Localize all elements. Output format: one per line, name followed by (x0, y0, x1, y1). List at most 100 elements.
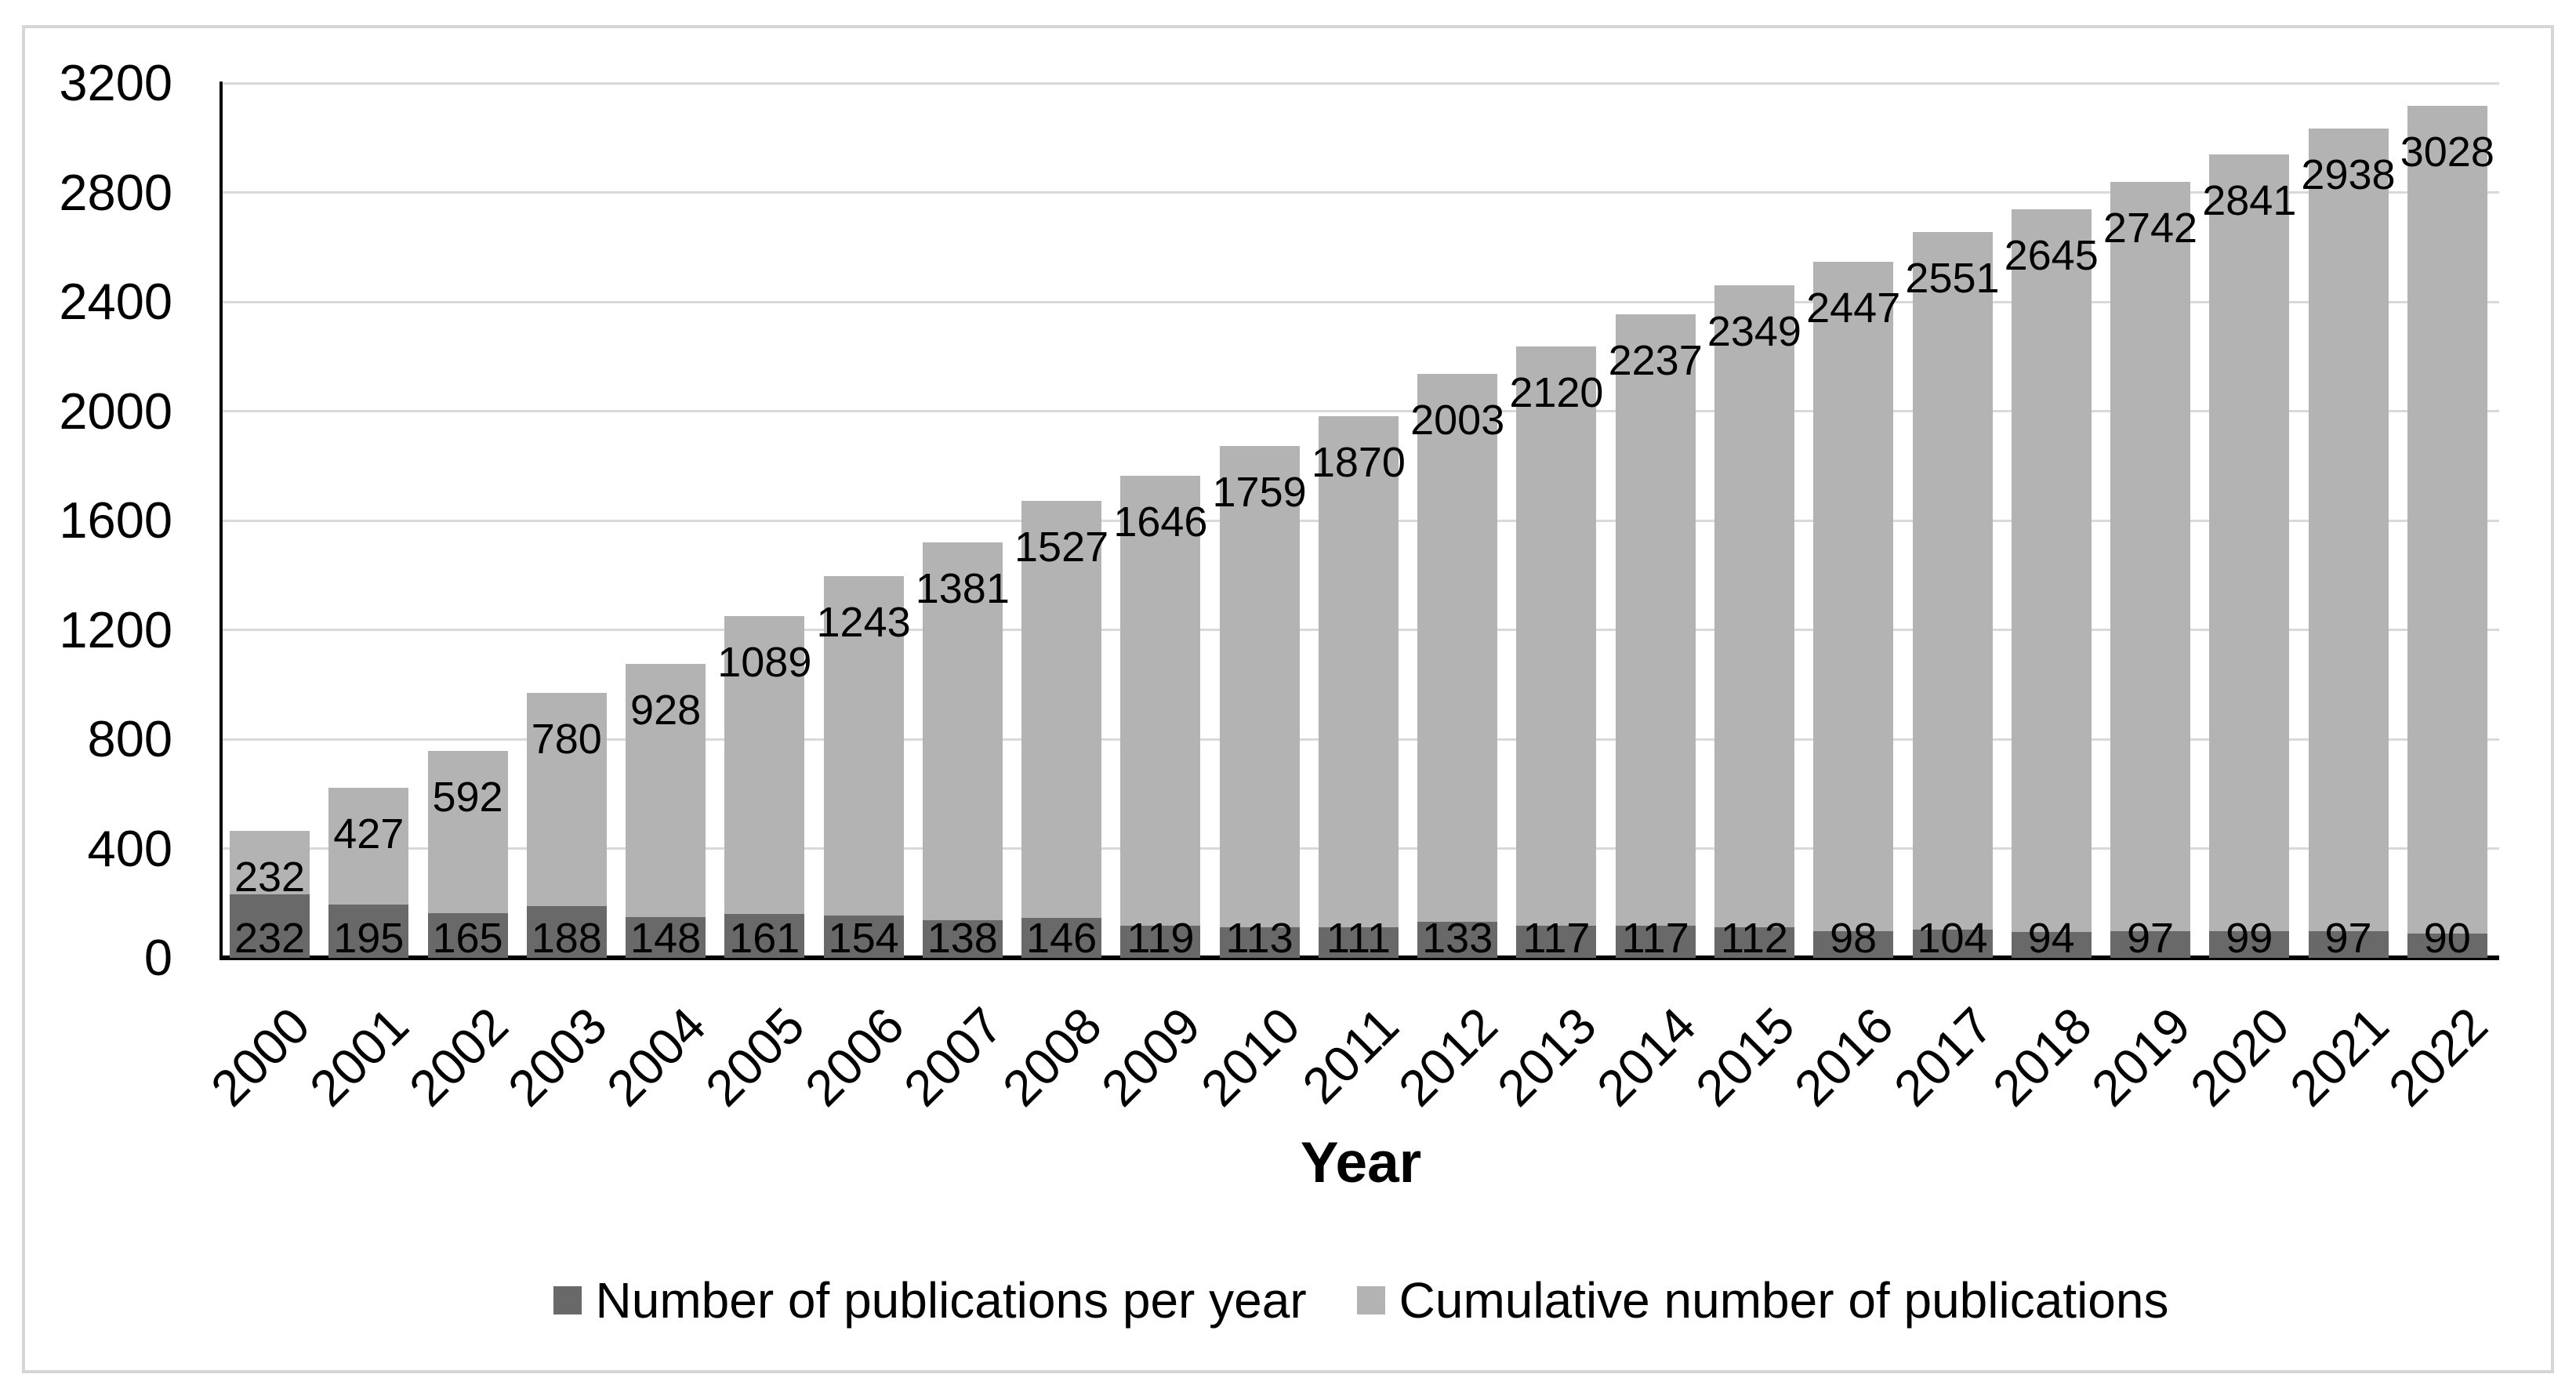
per-year-value-label: 90 (2423, 915, 2471, 962)
per-year-bar-segment (1021, 918, 1102, 958)
per-year-bar-segment (1615, 926, 1696, 958)
per-year-bar-segment (2011, 932, 2092, 958)
per-year-value-label: 117 (1522, 915, 1591, 962)
cumulative-bar-segment (2011, 208, 2092, 933)
per-year-bar-segment (1813, 930, 1894, 958)
cumulative-bar-segment (823, 575, 904, 916)
cumulative-value-label: 2349 (1707, 307, 1801, 355)
per-year-value-label: 133 (1422, 915, 1493, 962)
cumulative-value-label: 2237 (1608, 337, 1703, 384)
cumulative-value-label: 1381 (915, 565, 1010, 613)
cumulative-value-label: 3028 (2400, 128, 2494, 176)
cumulative-bar-segment (1417, 374, 1498, 922)
per-year-bar-segment (724, 913, 805, 958)
cumulative-bar-segment (1219, 446, 1300, 927)
per-year-bar-segment (328, 905, 409, 958)
per-year-value-label: 97 (2324, 915, 2372, 962)
per-year-value-label: 104 (1917, 915, 1988, 962)
cumulative-bar-segment (724, 616, 805, 914)
cumulative-value-label: 2841 (2202, 176, 2297, 224)
x-axis-title: Year (1300, 1131, 1422, 1195)
cumulative-value-label: 2003 (1410, 397, 1505, 444)
cumulative-value-label: 780 (531, 716, 602, 763)
per-year-value-label: 188 (531, 915, 602, 962)
per-year-bar-segment (922, 919, 1003, 958)
cumulative-bar-segment (2308, 128, 2389, 932)
per-year-value-label: 148 (630, 915, 702, 962)
per-year-value-label: 113 (1225, 915, 1293, 962)
legend: Number of publications per year Cumulativ… (223, 1271, 2499, 1329)
per-year-value-label: 94 (2027, 915, 2075, 962)
per-year-value-label: 112 (1720, 915, 1788, 962)
per-year-value-label: 98 (1830, 915, 1878, 962)
per-year-bar-segment (1714, 926, 1794, 958)
cumulative-bar-segment (1516, 346, 1597, 926)
per-year-value-label: 117 (1621, 915, 1689, 962)
per-year-value-label: 146 (1026, 915, 1098, 962)
cumulative-bar-segment (1615, 314, 1696, 926)
per-year-value-label: 161 (729, 915, 800, 962)
cumulative-bar-segment (1021, 500, 1102, 919)
cumulative-value-label: 2645 (2004, 231, 2099, 279)
per-year-bar-segment (230, 894, 310, 958)
cumulative-bar-segment (1912, 232, 1993, 930)
cumulative-bar-segment (2110, 181, 2190, 932)
per-year-value-label: 154 (828, 915, 899, 962)
per-year-value-label: 97 (2126, 915, 2175, 962)
per-year-value-label: 195 (333, 915, 405, 962)
per-year-bar-segment (823, 916, 904, 958)
cumulative-bar-segment (328, 788, 409, 905)
legend-item: Cumulative number of publications (1356, 1271, 2169, 1329)
per-year-bar-segment (1516, 926, 1597, 958)
cumulative-value-label: 2447 (1806, 285, 1901, 332)
cumulative-bar-segment (427, 751, 508, 913)
per-year-value-label: 119 (1127, 915, 1195, 962)
cumulative-value-label: 427 (333, 810, 405, 858)
cumulative-value-label: 1243 (816, 598, 911, 646)
per-year-bar-segment (427, 912, 508, 958)
cumulative-bar-segment (526, 693, 607, 907)
cumulative-value-label: 2742 (2103, 204, 2198, 252)
cumulative-bar-segment (1318, 416, 1399, 928)
cumulative-value-label: 2938 (2301, 150, 2396, 198)
per-year-bar-segment (2308, 931, 2389, 958)
per-year-bar-segment (2110, 931, 2190, 958)
per-year-bar-segment (1120, 925, 1201, 958)
per-year-bar-segment (626, 917, 706, 958)
per-year-bar-segment (2209, 930, 2290, 958)
per-year-value-label: 165 (432, 915, 503, 962)
legend-label: Cumulative number of publications (1399, 1272, 2169, 1329)
per-year-value-label: 138 (927, 915, 998, 962)
cumulative-bar-segment (2209, 154, 2290, 931)
per-year-bar-segment (2407, 933, 2487, 958)
per-year-bar-segment (1912, 929, 1993, 958)
cumulative-value-label: 1089 (717, 639, 812, 687)
plot-area: 232 232 427 195 592 165 780 188 928 148 1089 161 124… (223, 83, 2499, 962)
cumulative-bar-segment (1714, 285, 1794, 927)
legend-label: Number of publications per year (595, 1272, 1307, 1329)
legend-swatch-per-year (553, 1286, 582, 1314)
per-year-bar-segment (526, 906, 607, 958)
cumulative-value-label: 2551 (1905, 255, 2000, 303)
per-year-value-label: 111 (1326, 915, 1391, 962)
per-year-bar-segment (1219, 926, 1300, 958)
cumulative-value-label: 1527 (1014, 523, 1109, 571)
per-year-value-label: 99 (2226, 915, 2273, 962)
cumulative-bar-segment (626, 663, 706, 918)
legend-swatch-cumulative (1356, 1286, 1385, 1314)
cumulative-bar-segment (1813, 262, 1894, 931)
cumulative-value-label: 592 (432, 774, 503, 821)
per-year-bar-segment (1417, 921, 1498, 958)
cumulative-value-label: 232 (234, 854, 306, 901)
cumulative-value-label: 1646 (1113, 498, 1208, 546)
cumulative-bar-segment (2407, 105, 2487, 934)
cumulative-value-label: 928 (630, 686, 702, 734)
cumulative-bar-segment (1120, 475, 1201, 926)
per-year-bar-segment (1318, 927, 1399, 958)
legend-item: Number of publications per year (553, 1271, 1307, 1329)
cumulative-value-label: 2120 (1509, 368, 1604, 416)
cumulative-value-label: 1870 (1311, 439, 1406, 487)
per-year-value-label: 232 (234, 915, 306, 962)
cumulative-value-label: 1759 (1212, 469, 1307, 517)
cumulative-bar-segment (230, 831, 310, 895)
